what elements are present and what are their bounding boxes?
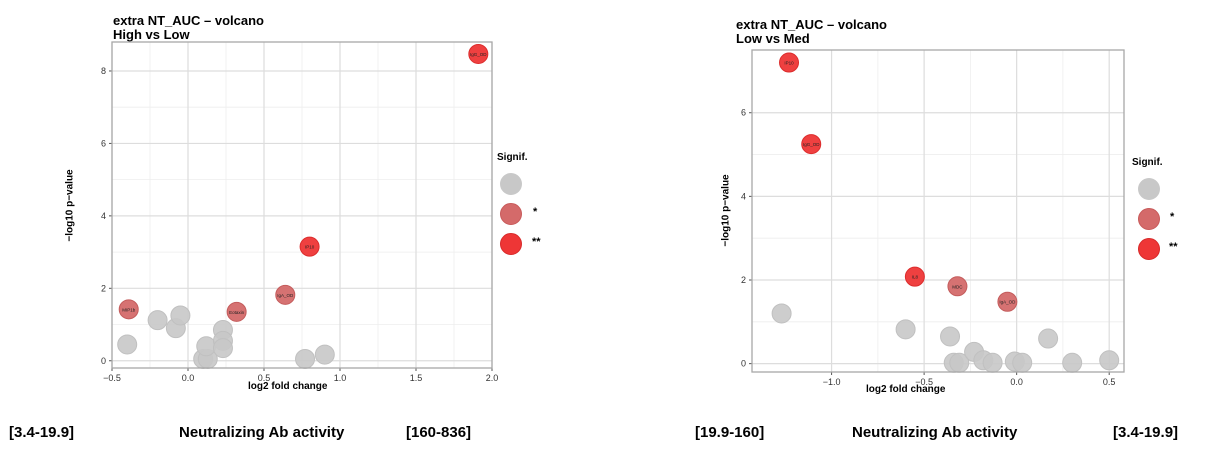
bottom-title: Neutralizing Ab activity — [852, 424, 1018, 441]
y-axis-title: −log10 p−value — [720, 174, 732, 247]
x-tick-label: 0.5 — [1103, 377, 1116, 387]
x-tick-label: 2.0 — [486, 373, 499, 383]
plot-area — [752, 50, 1124, 372]
x-tick-label: 1.5 — [410, 373, 423, 383]
point-label: IL8 — [912, 275, 919, 280]
point-label: IP10 — [305, 245, 315, 250]
legend-label-sig1: * — [1170, 211, 1175, 223]
y-tick-label: 6 — [741, 108, 746, 118]
volcano-plot-left: −0.5 0.0 0.5 1.0 1.5 2.0 0 2 4 6 8 IgA_OD Eotaxin MIP… — [101, 41, 499, 383]
plot-border — [111, 41, 493, 369]
x-tick-label: 0.5 — [258, 373, 271, 383]
y-tick-label: 4 — [741, 191, 746, 201]
data-point-nonsig — [1099, 350, 1120, 371]
data-point-nonsig — [212, 338, 233, 359]
data-point-sig1 — [947, 276, 968, 297]
y-tick-label: 6 — [101, 138, 106, 148]
chart-subtitle: Low vs Med — [736, 31, 810, 46]
x-tick-label: 0.0 — [182, 373, 195, 383]
data-point-sig2 — [468, 43, 489, 64]
data-point-nonsig — [1062, 352, 1083, 373]
bottom-range-b: [3.4-19.9] — [1113, 424, 1179, 441]
data-point-sig2 — [299, 236, 320, 257]
legend-key-nonsig — [500, 173, 522, 195]
volcano-plot-right: −1.0 −0.5 0.0 0.5 0 2 4 6 MDC IgA_OD IP10 IgG_OD IL8 — [741, 49, 1125, 387]
legend-key-nonsig — [1138, 178, 1160, 200]
data-point-nonsig — [940, 326, 961, 347]
data-point-sig2 — [801, 134, 822, 155]
data-point-nonsig — [147, 310, 168, 331]
data-point-nonsig — [982, 352, 1003, 373]
data-point-nonsig — [170, 305, 191, 326]
point-label: IgA_OD — [999, 300, 1016, 305]
y-tick-label: 8 — [101, 66, 106, 76]
legend-key-sig2 — [500, 233, 522, 255]
data-point-nonsig — [314, 344, 335, 365]
legend-label-sig2: ** — [532, 236, 541, 248]
x-tick-label: −0.5 — [915, 377, 933, 387]
data-point-nonsig — [1038, 328, 1059, 349]
plot-border — [751, 49, 1125, 373]
data-point-sig1 — [997, 291, 1018, 312]
data-point-nonsig — [117, 334, 138, 355]
legend-title: Signif. — [1132, 157, 1163, 168]
legend-key-sig1 — [1138, 208, 1160, 230]
y-tick-label: 4 — [101, 211, 106, 221]
y-tick-label: 0 — [741, 359, 746, 369]
data-point-sig2 — [779, 52, 800, 73]
legend-key-sig2 — [1138, 238, 1160, 260]
data-point-sig1 — [275, 284, 296, 305]
legend-key-sig1 — [500, 203, 522, 225]
data-point-nonsig — [295, 348, 316, 369]
x-tick-label: −0.5 — [103, 373, 121, 383]
legend-label-sig2: ** — [1169, 241, 1178, 253]
x-axis-title: log2 fold change — [866, 384, 946, 395]
legend-title: Signif. — [497, 152, 528, 163]
legend-label-sig1: * — [533, 206, 538, 218]
data-point-nonsig — [1012, 352, 1033, 373]
point-label: Eotaxin — [229, 310, 245, 315]
point-label: IgA_OD — [277, 293, 294, 298]
bottom-title: Neutralizing Ab activity — [179, 424, 345, 441]
chart-title: extra NT_AUC – volcano — [736, 17, 887, 32]
point-label: IgG_OD — [470, 52, 487, 57]
data-point-nonsig — [771, 303, 792, 324]
data-point-sig2 — [904, 266, 925, 287]
x-tick-label: 0.0 — [1010, 377, 1023, 387]
x-tick-label: −1.0 — [823, 377, 841, 387]
data-point-sig1 — [118, 299, 139, 320]
bottom-range-b: [160-836] — [406, 424, 472, 441]
x-tick-label: 1.0 — [334, 373, 347, 383]
chart-subtitle: High vs Low — [113, 27, 190, 42]
data-point-sig1 — [226, 301, 247, 322]
point-label: IgG_OD — [803, 142, 820, 147]
y-axis-title: −log10 p−value — [64, 169, 76, 242]
bottom-range-a: [3.4-19.9] — [9, 424, 75, 441]
y-tick-label: 2 — [101, 283, 106, 293]
data-point-nonsig — [196, 336, 217, 357]
point-label: IP10 — [784, 61, 794, 66]
point-label: MIP1b — [122, 307, 136, 312]
point-label: MDC — [952, 284, 963, 289]
data-point-nonsig — [895, 319, 916, 340]
bottom-range-a: [19.9-160] — [695, 424, 765, 441]
y-tick-label: 2 — [741, 275, 746, 285]
x-axis-title: log2 fold change — [248, 381, 328, 392]
chart-title: extra NT_AUC – volcano — [113, 13, 264, 28]
y-tick-label: 0 — [101, 356, 106, 366]
